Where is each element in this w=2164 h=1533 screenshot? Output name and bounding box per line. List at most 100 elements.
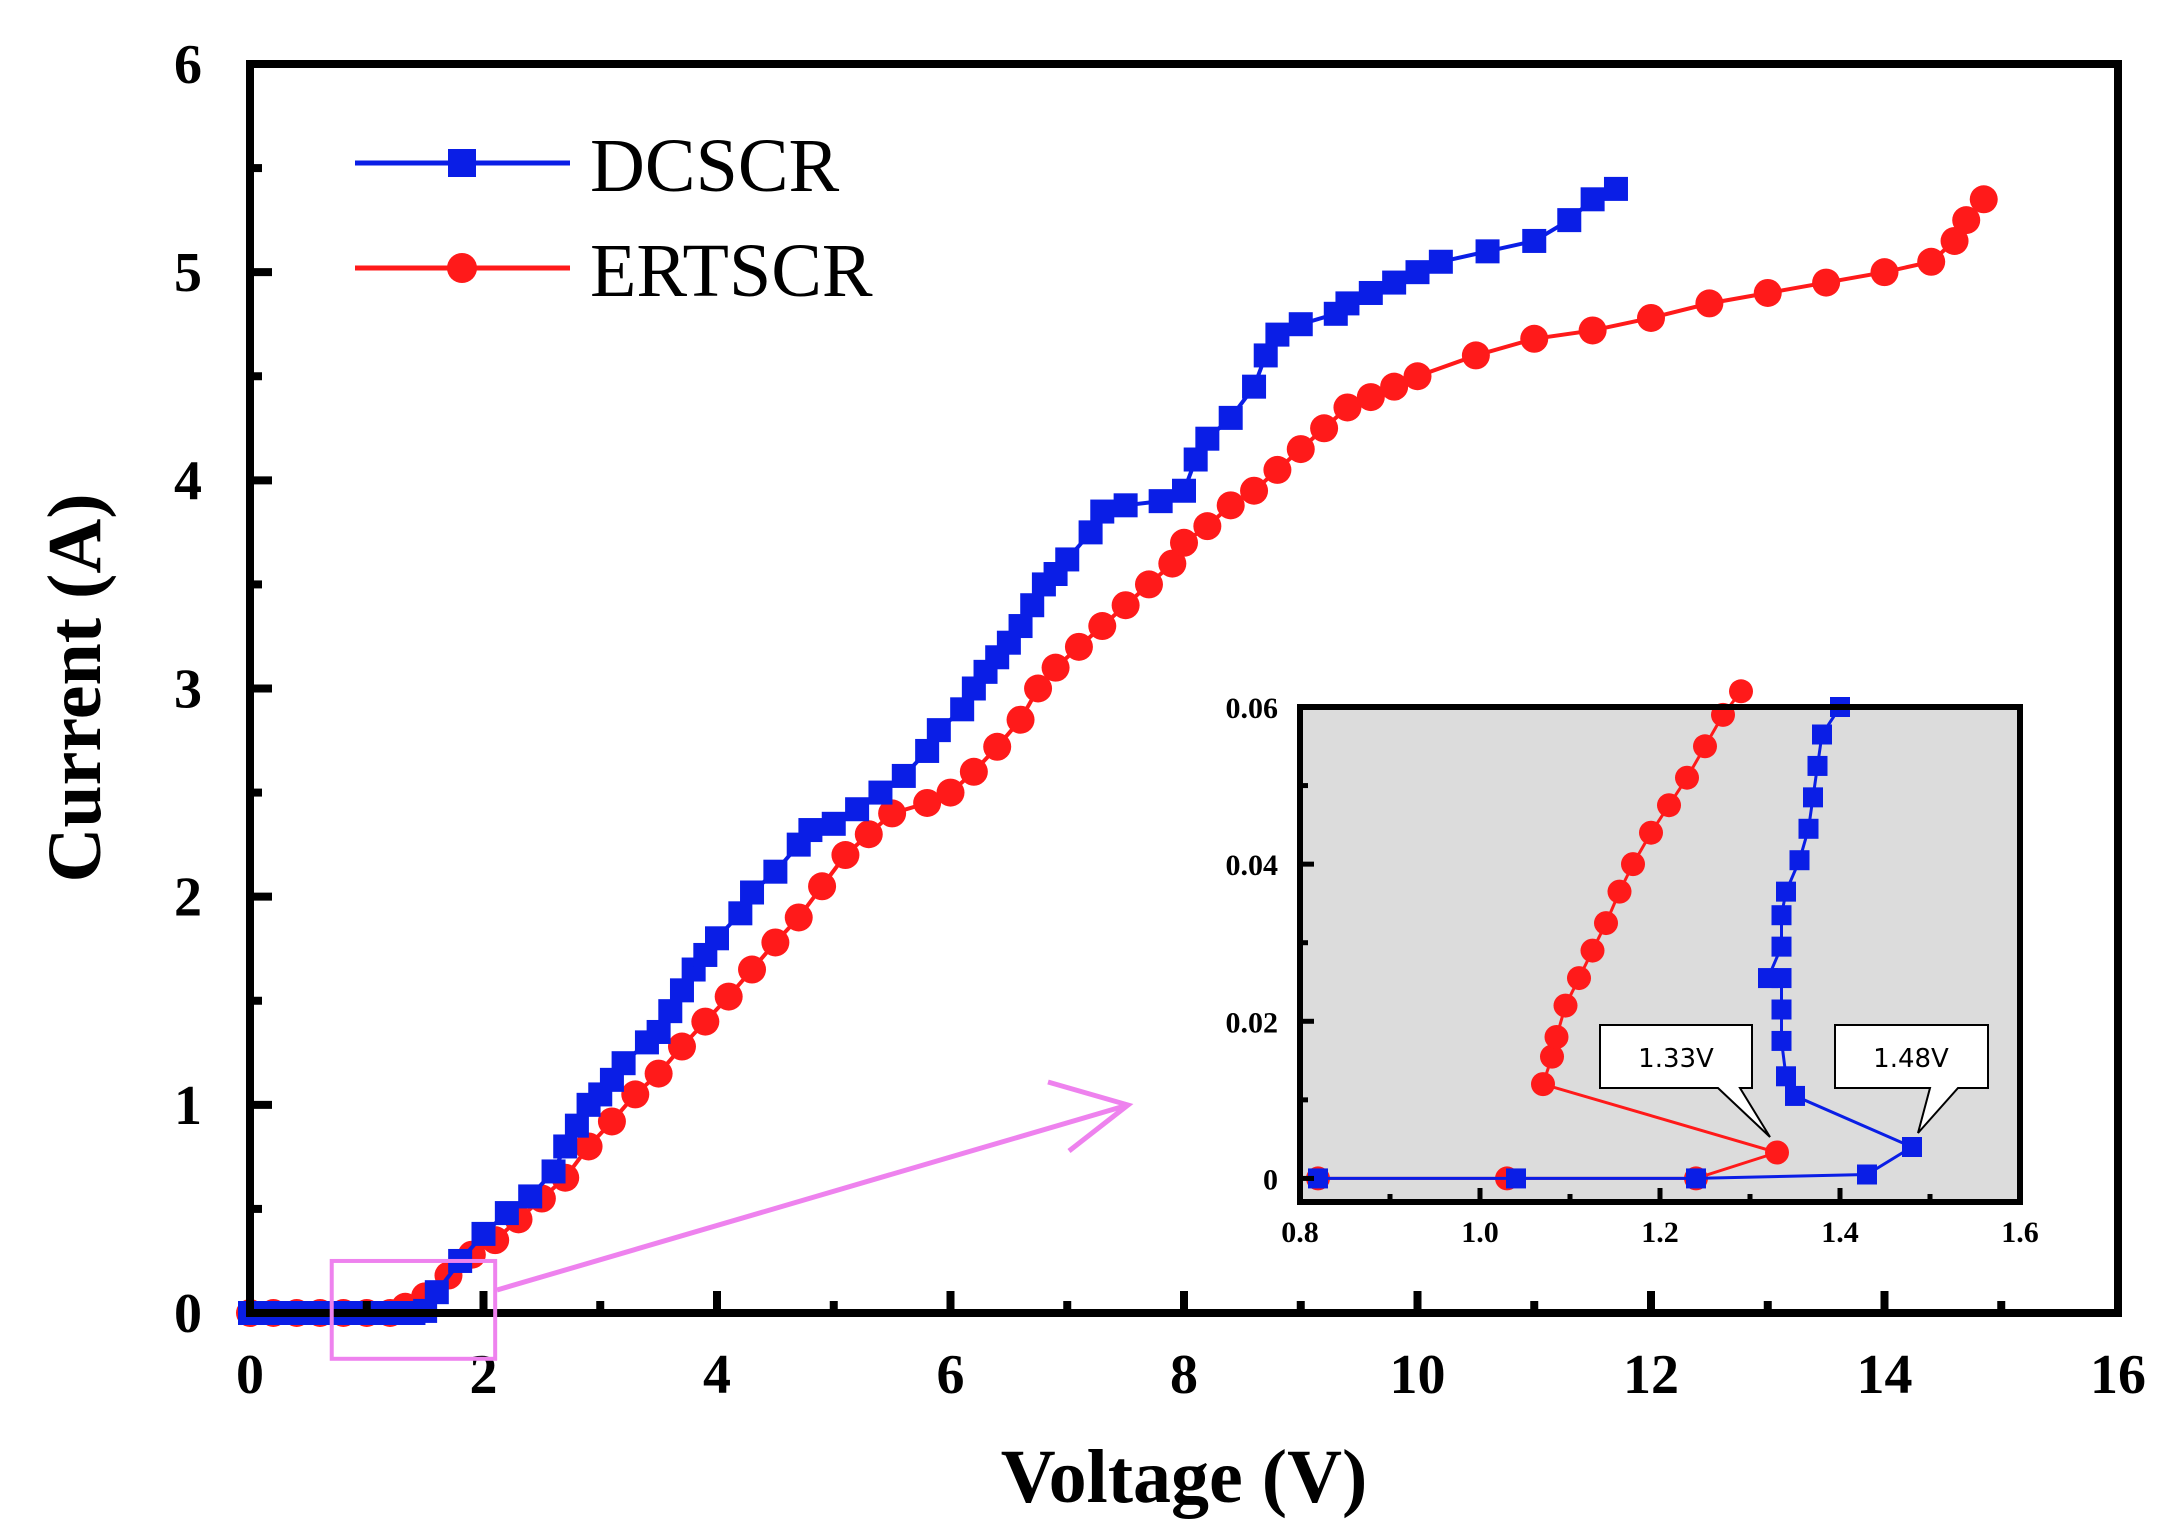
main-ertscr-point xyxy=(1870,258,1899,287)
main-ertscr-point xyxy=(1380,372,1409,401)
zoom-arrow-head xyxy=(1047,1079,1134,1153)
inset-dcscr-point xyxy=(1758,968,1778,989)
inset-dcscr-point xyxy=(1857,1164,1877,1185)
main-ertscr-point xyxy=(1310,414,1339,443)
main-x-ticks: 0 2 4 6 8 10 12 14 16 xyxy=(236,1291,2146,1406)
inset-ertscr-point xyxy=(1639,820,1663,845)
main-ertscr-point xyxy=(1024,674,1053,703)
legend-entry-dcscr: DCSCR xyxy=(355,124,840,208)
x-tick-label: 4 xyxy=(703,1344,731,1406)
main-ertscr-point xyxy=(983,732,1012,761)
main-dcscr-point xyxy=(845,797,870,822)
main-ertscr-point xyxy=(1917,247,1946,276)
inset-ertscr-point xyxy=(1729,679,1753,704)
inset-background xyxy=(1300,707,2020,1202)
main-dcscr-point xyxy=(1603,176,1628,201)
inset-y-tick-label: 0.04 xyxy=(1226,849,1279,882)
inset-x-ticks: 0.8 1.0 1.2 1.4 1.6 xyxy=(1281,1188,2039,1249)
main-ertscr-point xyxy=(1286,435,1315,464)
inset-callout-148: 1.48V xyxy=(1834,1024,1989,1134)
inset-callout-133: 1.33V xyxy=(1599,1024,1771,1138)
main-dcscr-point xyxy=(1580,187,1605,212)
main-ertscr-point xyxy=(854,820,883,849)
main-dcscr-point xyxy=(1405,260,1430,285)
inset-y-tick-label: 0 xyxy=(1263,1163,1278,1196)
y-tick-label: 5 xyxy=(174,242,202,304)
inset-dcscr-point xyxy=(1771,1030,1792,1051)
main-dcscr-point xyxy=(1183,447,1208,472)
legend: DCSCR ERTSCR xyxy=(355,124,873,313)
callout-148-box xyxy=(1834,1024,1989,1134)
main-dcscr-point xyxy=(1055,547,1080,572)
x-tick-label: 6 xyxy=(937,1344,965,1406)
main-dcscr-point xyxy=(494,1201,519,1226)
main-dcscr-point xyxy=(1358,280,1383,305)
inset-dcscr-point xyxy=(1785,1085,1805,1106)
main-dcscr-point xyxy=(891,763,916,788)
inset-ertscr-point xyxy=(1607,879,1632,904)
main-dcscr-point xyxy=(740,880,765,905)
main-dcscr-point xyxy=(763,859,788,884)
main-ertscr-point xyxy=(1263,455,1292,484)
main-dcscr-point xyxy=(1242,374,1267,399)
main-ertscr-point xyxy=(1158,549,1187,578)
callout-148-label: 1.48V xyxy=(1873,1044,1949,1074)
inset-dcscr-point xyxy=(1798,818,1819,839)
main-dcscr-point xyxy=(1020,593,1045,618)
main-dcscr-point xyxy=(915,738,940,763)
main-y-ticks: 0 1 2 3 4 5 6 xyxy=(174,34,272,1345)
main-dcscr-point xyxy=(1288,312,1313,337)
main-ertscr-point xyxy=(1041,653,1070,682)
legend-entry-ertscr: ERTSCR xyxy=(355,229,873,313)
inset-x-tick-label: 1.6 xyxy=(2001,1216,2039,1249)
main-dcscr-point xyxy=(1078,520,1103,545)
inset-ertscr-point xyxy=(1567,966,1591,991)
inset-dcscr-point xyxy=(1776,881,1796,902)
zoom-indicator xyxy=(329,1079,1134,1361)
main-ertscr-point xyxy=(1216,491,1245,520)
main-ertscr-point xyxy=(936,778,965,807)
main-ertscr-point xyxy=(1461,341,1490,370)
x-tick-label: 14 xyxy=(1857,1344,1913,1406)
main-ertscr-point xyxy=(1637,303,1665,332)
inset-dcscr-point xyxy=(1789,850,1810,871)
main-ertscr-point xyxy=(691,1007,720,1036)
main-ertscr-point xyxy=(597,1107,626,1136)
main-dcscr-point xyxy=(1218,405,1243,430)
main-dcscr-point xyxy=(821,811,846,836)
main-ertscr-point xyxy=(1940,226,1969,255)
main-dcscr-point xyxy=(1172,478,1196,503)
main-ertscr-point xyxy=(1134,570,1163,599)
main-dcscr-point xyxy=(541,1159,566,1184)
main-ertscr-point xyxy=(1578,316,1607,345)
legend-ertscr-marker xyxy=(447,253,477,283)
main-ertscr-point xyxy=(808,872,837,901)
inset-y-tick-label: 0.02 xyxy=(1226,1006,1279,1039)
main-dcscr-point xyxy=(518,1184,543,1209)
inset-dcscr-point xyxy=(1686,1168,1706,1189)
main-ertscr-point xyxy=(644,1059,673,1088)
main-dcscr-point xyxy=(1008,614,1033,639)
inset-ertscr-point xyxy=(1531,1072,1555,1097)
main-ertscr-point xyxy=(1006,705,1035,734)
callout-133-box xyxy=(1599,1024,1771,1138)
inset-ertscr-point xyxy=(1553,993,1578,1018)
main-ertscr-point xyxy=(1088,612,1117,641)
main-ertscr-point xyxy=(1333,393,1362,422)
main-ertscr-point xyxy=(1695,289,1724,318)
main-ertscr-point xyxy=(714,982,743,1011)
main-dcscr-point xyxy=(1382,270,1407,295)
inset-dcscr-point xyxy=(1812,724,1832,745)
main-ertscr-point xyxy=(1193,512,1222,541)
main-dcscr-point xyxy=(658,999,683,1024)
main-dcscr-point xyxy=(1335,291,1360,316)
main-ertscr-point xyxy=(1812,268,1841,297)
y-tick-label: 4 xyxy=(174,450,202,512)
main-ertscr-point xyxy=(738,955,767,984)
main-ertscr-point xyxy=(1064,632,1093,661)
legend-dcscr-label: DCSCR xyxy=(590,124,840,208)
main-dcscr-point xyxy=(564,1113,589,1138)
inset-x-tick-label: 1.2 xyxy=(1641,1216,1679,1249)
